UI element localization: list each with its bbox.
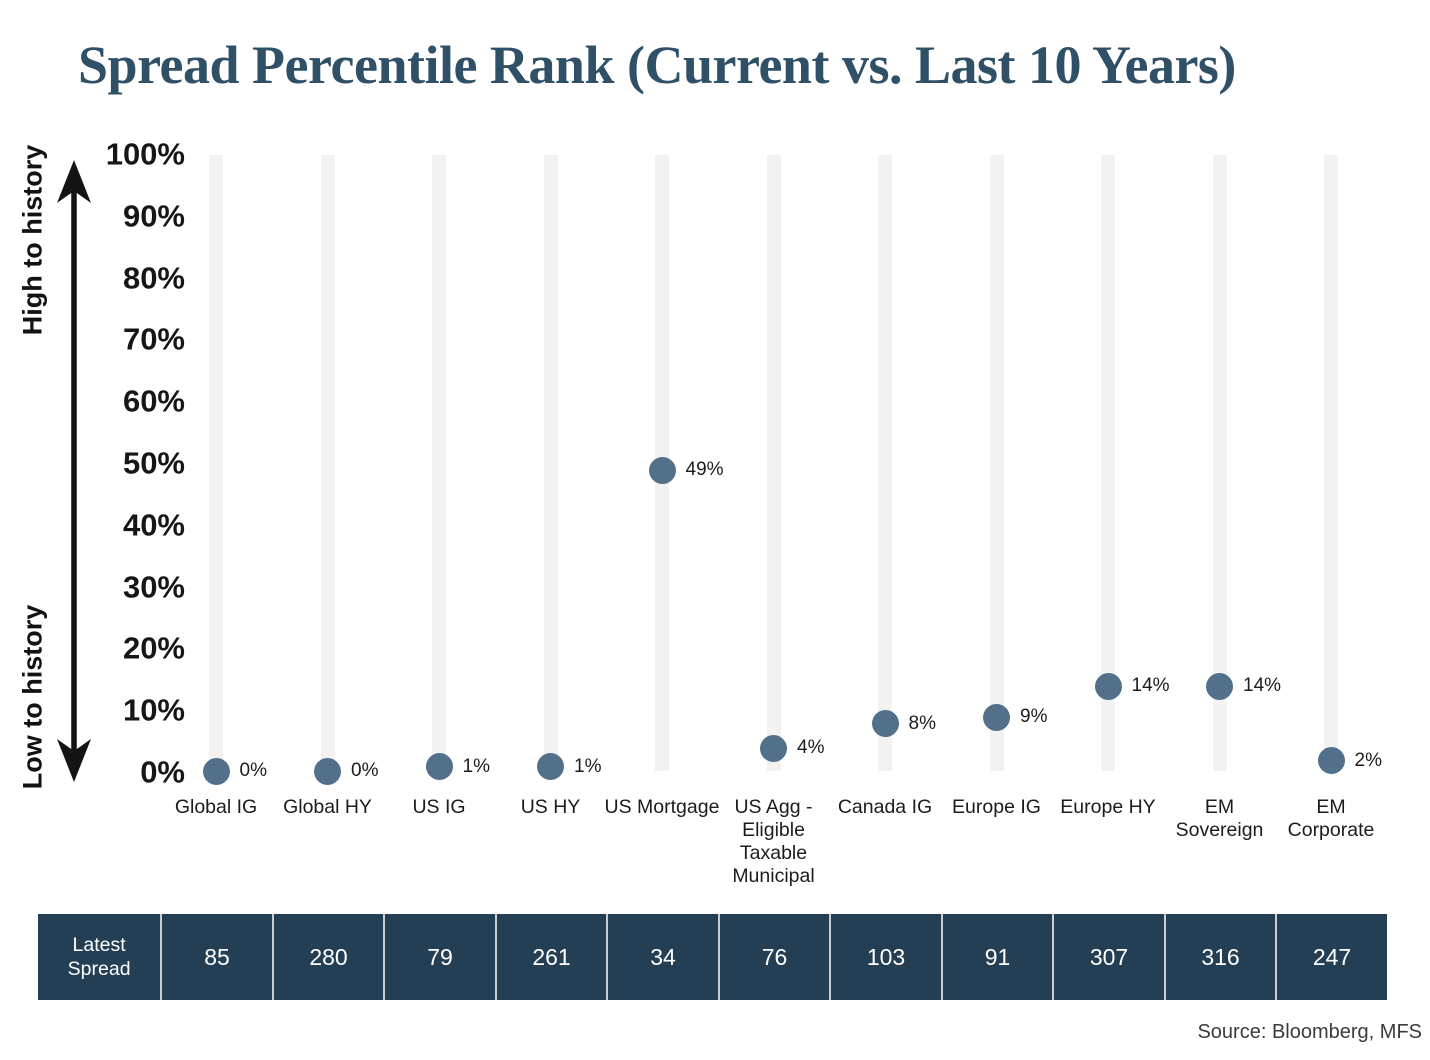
category-label: EM Corporate [1287,796,1375,841]
table-value-cell: 79 [383,914,495,1000]
data-point-dot [202,757,230,785]
data-point-value-label: 9% [1020,706,1048,728]
table-value-cell: 91 [940,914,1053,1000]
y-tick-label: 20% [122,630,185,666]
y-tick-label: 70% [122,321,185,357]
table-value-cell: 34 [606,914,718,1000]
category-track-bar [766,155,781,771]
data-point-dot [537,753,564,781]
category-track-bar [989,155,1004,771]
data-point-value-label: 14% [1243,675,1282,697]
y-tick-label: 90% [122,198,185,234]
y-tick-label: 40% [122,507,185,543]
source-note: Source: Bloomberg, MFS [1197,1021,1422,1043]
chart-title: Spread Percentile Rank (Current vs. Last… [78,35,1236,95]
table-value-cell: 261 [494,914,607,1000]
category-track-bar [320,155,335,771]
data-point-dot [425,753,453,781]
data-point-dot [983,703,1010,731]
category-label: Global IG [174,796,258,818]
y-axis-double-arrow-icon [57,160,91,782]
table-value-cell: 316 [1163,914,1276,1000]
data-point-value-label: 1% [574,755,602,777]
table-header-latest-spread: Latest Spread [67,934,131,980]
category-label: Europe IG [952,796,1041,818]
y-tick-label: 10% [122,692,185,728]
table-value-cell: 307 [1052,914,1164,1000]
table-value-cell: 247 [1275,914,1387,1000]
data-point-value-label: 14% [1131,675,1170,697]
category-track-bar [878,155,892,771]
category-label: Canada IG [837,796,933,818]
category-track-bar [543,155,558,771]
category-label: US Mortgage [604,796,720,818]
category-label: EM Sovereign [1175,796,1264,841]
table-value-cell: 103 [829,914,941,1000]
y-axis-high-annotation: High to history [17,144,48,336]
data-point-dot [760,734,787,762]
category-track-bar [1212,155,1227,771]
category-label: US Agg - Eligible Taxable Municipal [732,796,815,887]
data-point-dot [1094,672,1122,700]
data-point-value-label: 49% [685,459,724,481]
category-track-bar [1324,155,1338,771]
latest-spread-table: Latest Spread 85 280 79 261 34 76 103 91 307 316 24… [38,914,1387,1000]
category-track-bar [1101,155,1115,771]
data-point-value-label: 2% [1354,749,1382,771]
table-value-cell: 85 [160,914,272,1000]
data-point-value-label: 0% [239,760,267,781]
table-value-cell: 280 [271,914,384,1000]
y-tick-label: 0% [140,754,185,790]
category-label: US IG [412,796,466,818]
category-label: US HY [520,796,581,818]
data-point-dot [648,456,676,484]
y-tick-label: 60% [122,383,185,419]
data-point-dot [314,757,341,785]
y-tick-label: 100% [105,136,185,172]
category-track-bar [432,155,446,771]
y-tick-label: 30% [122,568,185,604]
data-point-value-label: 1% [462,755,490,777]
data-point-dot [871,710,899,738]
y-tick-label: 50% [122,445,185,481]
data-point-value-label: 0% [351,760,379,781]
category-label: Global HY [283,796,372,818]
y-tick-label: 80% [122,259,185,295]
data-point-dot [1317,747,1345,775]
category-label: Europe HY [1060,796,1156,818]
data-point-value-label: 8% [908,712,936,734]
category-track-bar [209,155,223,771]
data-point-value-label: 4% [797,737,825,759]
table-value-cell: 76 [717,914,830,1000]
data-point-dot [1206,672,1233,700]
